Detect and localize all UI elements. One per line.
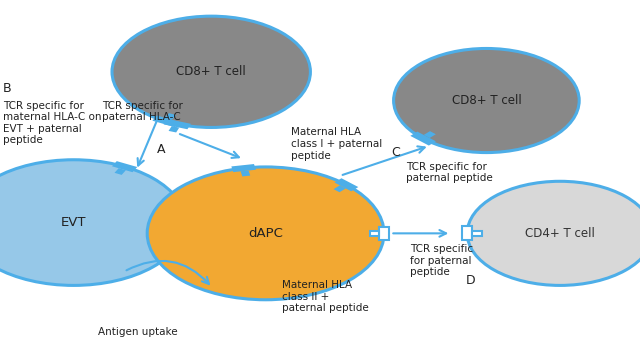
Bar bbox=[472, 231, 482, 236]
Bar bbox=[164, 113, 176, 120]
Text: Antigen uptake: Antigen uptake bbox=[98, 327, 177, 337]
Bar bbox=[410, 132, 436, 145]
Text: B: B bbox=[3, 81, 12, 94]
FancyArrowPatch shape bbox=[127, 261, 209, 284]
Circle shape bbox=[147, 167, 384, 300]
Bar bbox=[115, 168, 126, 175]
Text: Maternal HLA
class II +
paternal peptide: Maternal HLA class II + paternal peptide bbox=[282, 280, 369, 313]
Text: CD4+ T cell: CD4+ T cell bbox=[525, 227, 595, 240]
Text: TCR specific for
paternal peptide: TCR specific for paternal peptide bbox=[406, 162, 493, 183]
Bar bbox=[168, 126, 179, 132]
Bar bbox=[112, 161, 137, 172]
Circle shape bbox=[394, 48, 579, 153]
Bar bbox=[379, 227, 389, 240]
Circle shape bbox=[0, 160, 186, 285]
Bar bbox=[152, 116, 180, 127]
Bar bbox=[231, 164, 256, 172]
Bar bbox=[462, 226, 472, 241]
Bar bbox=[333, 185, 346, 192]
Text: TCR specific
for paternal
peptide: TCR specific for paternal peptide bbox=[410, 244, 473, 277]
Text: EVT: EVT bbox=[61, 216, 86, 229]
Bar bbox=[164, 119, 191, 129]
Text: D: D bbox=[466, 274, 476, 286]
Bar bbox=[241, 171, 250, 176]
Text: A: A bbox=[157, 143, 165, 155]
Text: Maternal HLA
class I + paternal
peptide: Maternal HLA class I + paternal peptide bbox=[291, 127, 383, 160]
Text: dAPC: dAPC bbox=[248, 227, 283, 240]
Circle shape bbox=[467, 181, 640, 285]
Text: TCR specific for
maternal HLA-C on
EVT + paternal
peptide: TCR specific for maternal HLA-C on EVT +… bbox=[3, 101, 102, 145]
Text: TCR specific for
paternal HLA-C: TCR specific for paternal HLA-C bbox=[102, 101, 183, 122]
Text: CD8+ T cell: CD8+ T cell bbox=[177, 65, 246, 78]
Text: CD8+ T cell: CD8+ T cell bbox=[452, 94, 521, 107]
Bar bbox=[424, 131, 436, 138]
Bar bbox=[334, 178, 358, 191]
Bar bbox=[370, 231, 379, 236]
Circle shape bbox=[112, 16, 310, 127]
Text: C: C bbox=[392, 146, 401, 159]
